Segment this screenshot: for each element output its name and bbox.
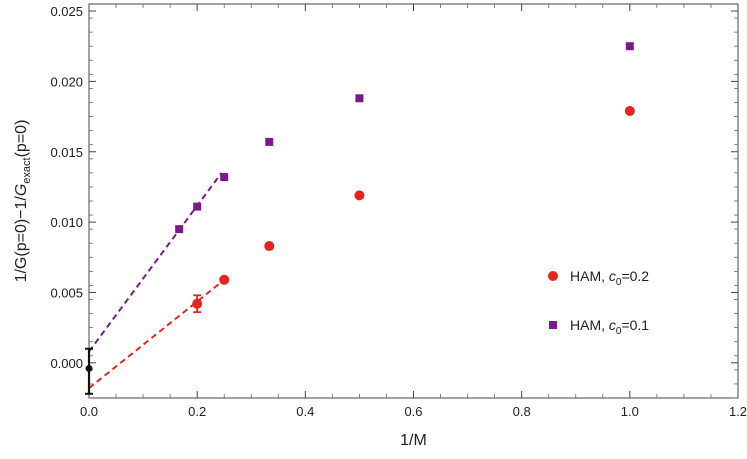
y-axis-title-pre: 1/G(p=0)−1/ [13,196,30,283]
data-point-circle [624,105,635,116]
fit-lines [88,172,225,389]
x-tick-label: 1.0 [621,404,639,419]
x-tick-label: 0.2 [188,404,206,419]
data-marks [85,42,635,395]
y-tick-label: 0.025 [50,4,83,19]
x-tick-label: 0.0 [80,404,98,419]
data-point-circle [192,298,203,309]
extrapolated-point [85,364,93,372]
y-axis-title-sub: exact [21,157,33,183]
x-axis-title: 1/M [400,432,427,449]
data-point-circle [219,274,230,285]
legend-label: HAM, c0=0.1 [570,317,649,337]
data-point-circle [354,190,365,201]
y-tick-label: 0.010 [50,215,83,230]
ticks: 0.0 0.2 0.4 0.6 0.8 1.0 1.2 0.000 0.005 0.010 0.01… [50,4,747,419]
y-tick-label: 0.005 [50,285,83,300]
y-axis-title-post: (p=0) [13,120,30,158]
legend-marker-square [549,321,557,329]
fit-line-2 [88,172,223,353]
axes [88,3,739,399]
x-tick-label: 0.8 [513,404,531,419]
legend: HAM, c0=0.2 HAM, c0=0.1 [548,268,649,337]
data-point-square [193,202,202,211]
x-tick-label: 1.2 [729,404,747,419]
data-point-square [625,42,634,51]
data-point-square [220,173,229,182]
x-tick-label: 0.4 [296,404,314,419]
plot-frame [88,3,739,399]
data-point-circle [264,241,275,252]
data-point-square [175,225,184,234]
x-tick-label: 0.6 [404,404,422,419]
y-axis-title: 1/G(p=0)−1/Gexact(p=0) [13,120,33,283]
legend-marker-circle [548,271,558,281]
legend-label: HAM, c0=0.2 [570,268,649,288]
y-tick-label: 0.000 [50,356,83,371]
y-tick-label: 0.015 [50,145,83,160]
data-point-square [265,137,274,146]
y-axis-title-italic: G [13,184,30,196]
fit-line-1 [88,279,225,389]
data-point-square [355,94,364,103]
y-tick-label: 0.020 [50,74,83,89]
